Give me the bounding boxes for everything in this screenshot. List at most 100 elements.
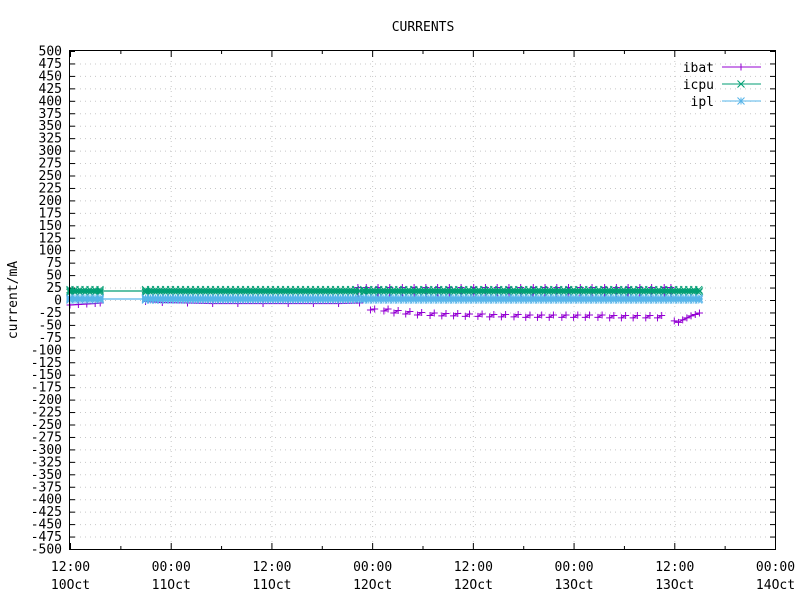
series-ipl-marker	[379, 296, 388, 304]
y-tick-label: -250	[31, 418, 62, 433]
y-tick-label: -500	[31, 543, 62, 558]
series-ipl-marker	[186, 296, 195, 304]
series-ibat-marker	[438, 312, 446, 320]
series-ipl-marker	[231, 296, 240, 304]
y-tick-label: -50	[39, 318, 62, 333]
y-tick-label: -75	[39, 331, 62, 346]
y-tick-label: -350	[31, 468, 62, 483]
series-ibat-marker	[418, 308, 426, 316]
series-ibat-marker	[486, 313, 494, 321]
series-ipl-marker	[216, 296, 225, 304]
series-ipl-marker	[454, 296, 463, 304]
x-tick-label: 13Oct	[655, 578, 694, 593]
series-ibat-marker	[366, 306, 374, 314]
series-ipl-marker	[695, 295, 704, 303]
series-ipl-marker	[469, 296, 478, 304]
series-ipl-marker	[524, 296, 533, 304]
y-tick-label: -125	[31, 356, 62, 371]
series-ipl-marker	[614, 296, 623, 304]
x-tick-label: 10Oct	[51, 578, 90, 593]
series-ibat-line	[145, 300, 360, 305]
series-icpu	[66, 285, 704, 297]
series-ipl-marker	[529, 296, 538, 304]
series-ipl-marker	[539, 296, 548, 304]
series-ibat-marker	[474, 312, 482, 320]
series-ipl-marker	[559, 296, 568, 304]
chart-title: CURRENTS	[392, 20, 455, 35]
y-axis-label: current/mA	[6, 261, 21, 339]
series-ipl-marker	[81, 296, 89, 304]
x-tick-label: 12:00	[51, 560, 90, 575]
series-icpu-marker	[351, 285, 360, 294]
series-ipl-marker	[474, 296, 483, 304]
series-ipl-marker	[579, 296, 588, 304]
y-tick-label: -150	[31, 368, 62, 383]
series-ipl-marker	[251, 296, 260, 304]
series-ipl-marker	[399, 296, 408, 304]
series-ibat-marker	[617, 314, 625, 322]
x-tick-label: 11Oct	[252, 578, 291, 593]
x-tick-label: 00:00	[353, 560, 392, 575]
series-ibat-marker	[402, 310, 410, 318]
series-ipl-marker	[589, 296, 598, 304]
series-ibat-marker	[670, 317, 678, 325]
y-tick-label: -450	[31, 518, 62, 533]
series-ipl-marker	[281, 296, 290, 304]
series-ipl-marker	[346, 296, 355, 304]
series-ipl-marker	[96, 295, 105, 303]
series-ipl-marker	[499, 296, 508, 304]
x-tick-label: 11Oct	[152, 578, 191, 593]
series-ibat-marker	[598, 311, 606, 319]
series-icpu-marker	[96, 287, 105, 295]
y-tick-label: 450	[39, 69, 62, 84]
series-ipl-marker	[369, 296, 378, 304]
series-ibat-marker	[683, 314, 691, 322]
series-ipl-marker	[86, 296, 94, 304]
series-ipl-marker	[504, 296, 513, 304]
series-ipl-marker	[574, 296, 583, 304]
y-tick-label: 50	[46, 269, 62, 284]
series-ibat-marker	[633, 311, 641, 319]
x-tick-label: 00:00	[756, 560, 795, 575]
series-ipl-marker	[261, 296, 270, 304]
series-ibat-marker	[514, 310, 522, 318]
series-ipl-marker	[434, 296, 443, 304]
series-ibat-marker	[658, 311, 666, 319]
series-ipl-marker	[419, 296, 428, 304]
series-ibat-marker	[406, 307, 414, 315]
series-ipl-marker	[649, 296, 658, 304]
series-ipl-marker	[659, 296, 668, 304]
series-layer	[66, 284, 704, 326]
y-tick-label: 500	[39, 45, 62, 60]
y-tick-label: 300	[39, 144, 62, 159]
y-tick-label: 0	[54, 294, 62, 309]
series-ipl-marker	[286, 296, 295, 304]
series-ibat-marker	[522, 313, 530, 321]
series-ipl-marker	[76, 296, 84, 304]
series-ipl-marker	[171, 296, 180, 304]
series-ibat-marker	[461, 312, 469, 320]
series-ipl-marker	[236, 296, 245, 304]
series-ipl-marker	[679, 296, 688, 304]
series-ibat-marker	[594, 313, 602, 321]
series-ipl-marker	[326, 296, 335, 304]
legend-marker-icpu	[737, 80, 745, 88]
series-ipl-marker	[644, 296, 653, 304]
series-ibat-marker	[450, 312, 458, 320]
series-ibat-marker	[570, 313, 578, 321]
series-ibat-marker	[394, 306, 402, 314]
series-ibat-marker	[679, 316, 687, 324]
y-tick-label: -325	[31, 455, 62, 470]
legend-label-ipl: ipl	[691, 95, 714, 110]
series-ipl-marker	[196, 296, 205, 304]
series-ibat-marker	[380, 307, 388, 315]
x-tick-label: 00:00	[152, 560, 191, 575]
y-tick-label: -300	[31, 443, 62, 458]
series-ipl-marker	[484, 296, 493, 304]
series-ibat-marker	[526, 311, 534, 319]
series-ibat-marker	[454, 309, 462, 317]
series-ibat-marker	[586, 311, 594, 319]
series-ipl-marker	[684, 296, 693, 304]
series-ipl-marker	[276, 296, 285, 304]
